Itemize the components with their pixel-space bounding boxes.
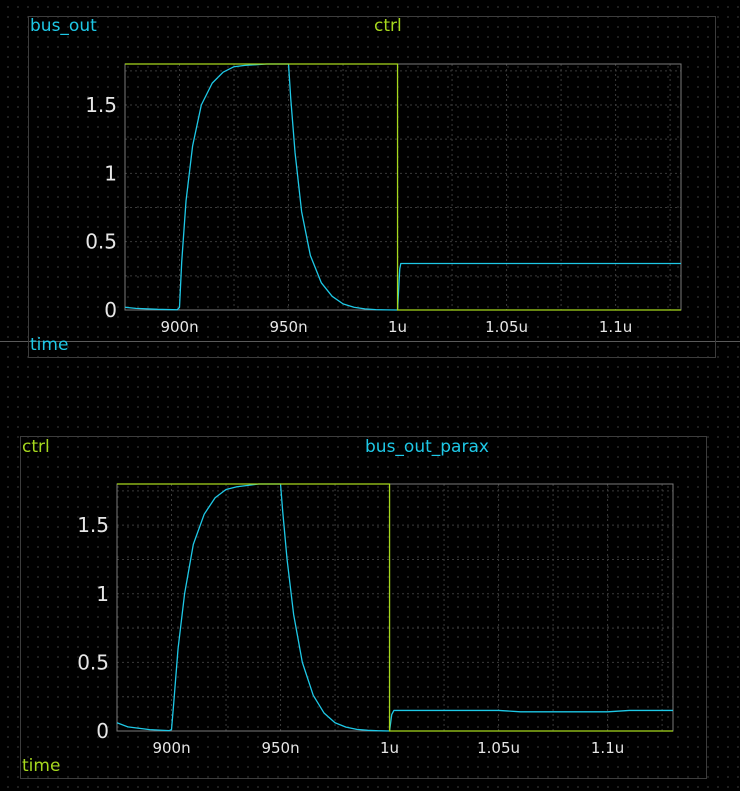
- schematic-wire: [0, 341, 740, 342]
- y-tick-label: 1: [96, 582, 109, 606]
- x-tick-label: 1.05u: [477, 739, 520, 757]
- x-tick-label: 900n: [160, 318, 198, 336]
- y-tick-label: 1: [104, 161, 117, 185]
- x-tick-label: 950n: [269, 318, 307, 336]
- y-tick-label: 0: [96, 719, 109, 743]
- x-tick-label: 1.05u: [485, 318, 528, 336]
- series-line-bus-out: [124, 63, 681, 311]
- waveform-panel-top[interactable]: [28, 16, 716, 358]
- series-line-ctrl: [117, 483, 673, 732]
- plot-area-frame: [116, 483, 674, 732]
- waveform-panel-bottom[interactable]: [20, 436, 707, 779]
- x-tick-label: 950n: [261, 739, 299, 757]
- x-axis-label-time: time: [30, 335, 69, 355]
- series-line-ctrl: [125, 63, 681, 311]
- legend-ctrl-label[interactable]: ctrl: [22, 437, 50, 457]
- y-tick-label: 0.5: [85, 230, 117, 254]
- x-axis-label-time: time: [22, 756, 61, 776]
- x-tick-label: 1u: [388, 318, 407, 336]
- y-tick-label: 1.5: [77, 513, 109, 537]
- x-tick-label: 1u: [380, 739, 399, 757]
- y-tick-label: 0.5: [77, 650, 109, 674]
- x-tick-label: 1.1u: [599, 318, 632, 336]
- y-tick-label: 1.5: [85, 93, 117, 117]
- series-line-bus-out-parax: [116, 483, 673, 732]
- legend-bus-out-label[interactable]: bus_out: [30, 16, 97, 36]
- legend-ctrl-label[interactable]: ctrl: [374, 16, 402, 36]
- x-tick-label: 900n: [152, 739, 190, 757]
- y-tick-label: 0: [104, 298, 117, 322]
- legend-bus-out-parax-label[interactable]: bus_out_parax: [365, 437, 489, 457]
- x-tick-label: 1.1u: [591, 739, 624, 757]
